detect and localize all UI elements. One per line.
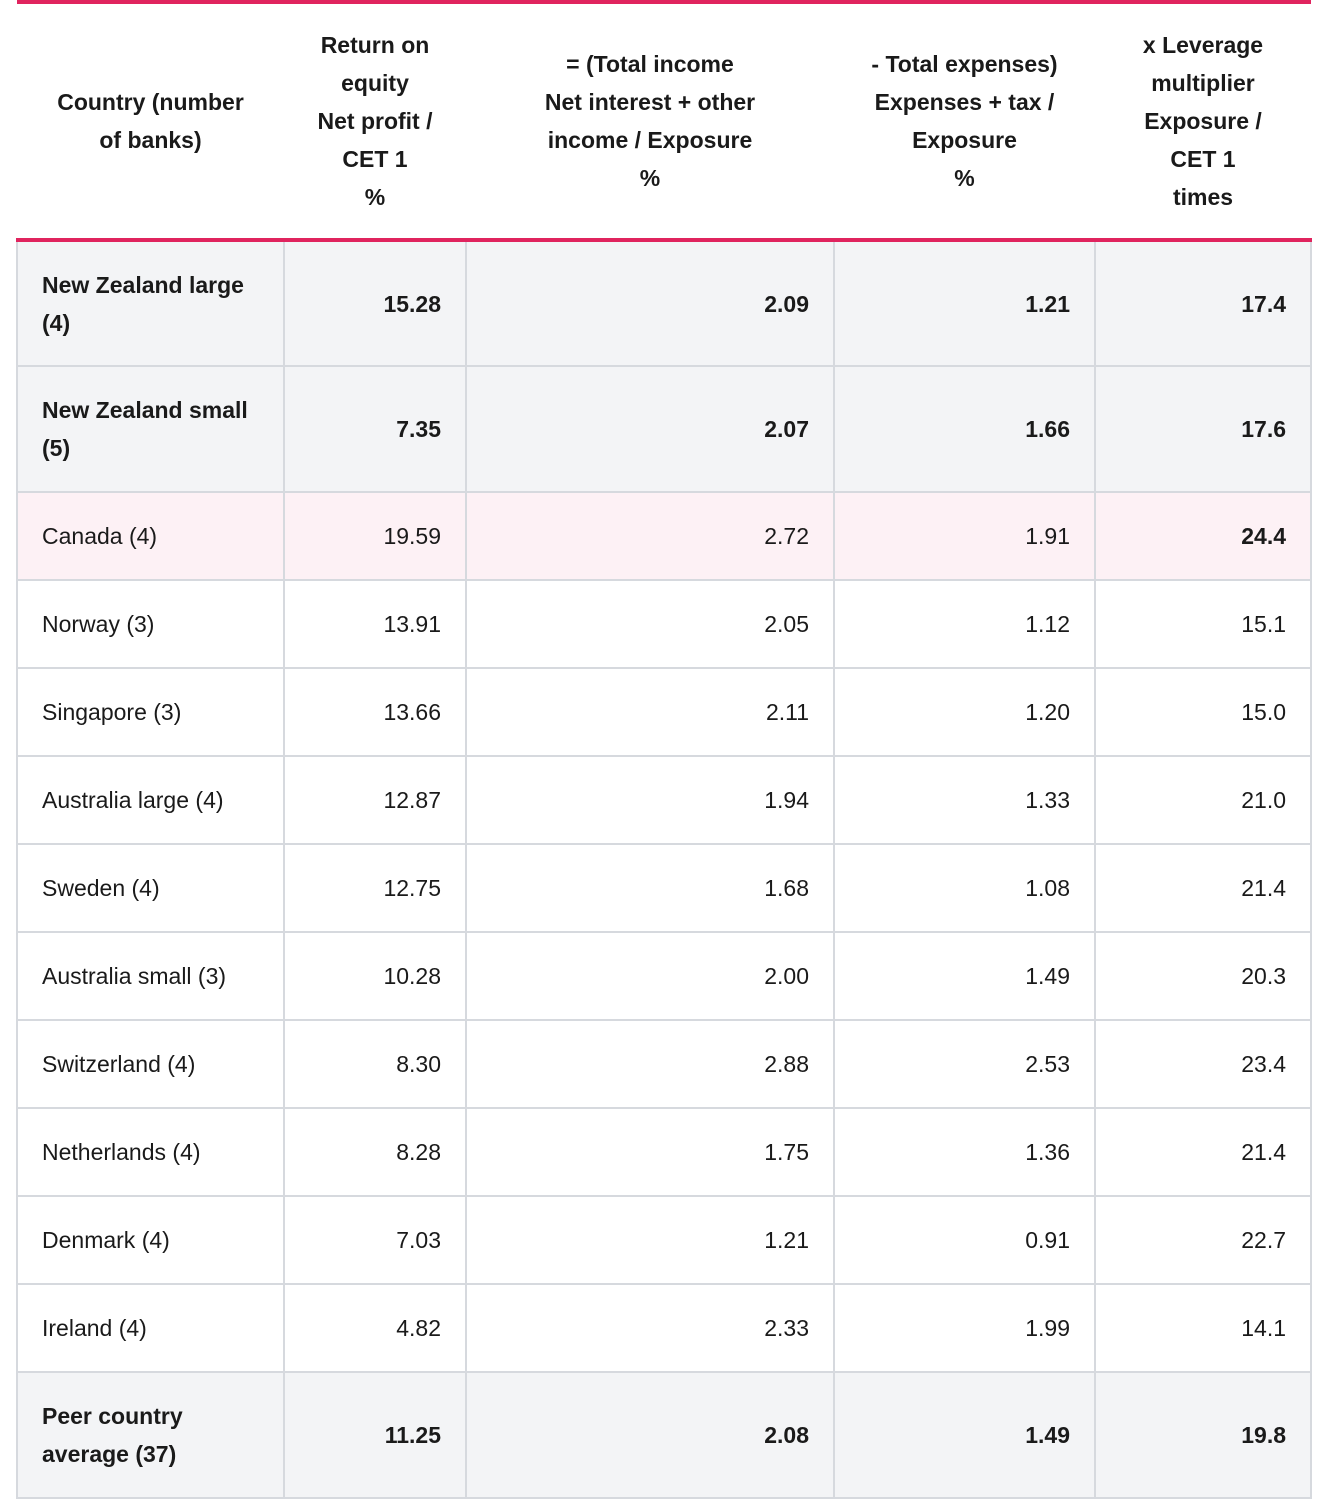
cell-expenses: 1.91: [833, 491, 1096, 581]
cell-leverage: 15.1: [1094, 579, 1312, 669]
cell-leverage: 15.0: [1094, 667, 1312, 757]
cell-country: Switzerland (4): [16, 1019, 285, 1109]
cell-expenses: 1.33: [833, 755, 1096, 845]
cell-country: New Zealand small (5): [16, 365, 285, 493]
table-row: Denmark (4) 7.03 1.21 0.91 22.7: [16, 1195, 1312, 1285]
cell-leverage: 17.6: [1094, 365, 1312, 493]
cell-income: 2.00: [465, 931, 835, 1021]
cell-roe: 8.30: [283, 1019, 467, 1109]
cell-country: New Zealand large (4): [16, 239, 285, 367]
cell-income: 1.75: [465, 1107, 835, 1197]
cell-country: Ireland (4): [16, 1283, 285, 1373]
cell-roe: 10.28: [283, 931, 467, 1021]
table-row: Switzerland (4) 8.30 2.88 2.53 23.4: [16, 1019, 1312, 1109]
cell-country: Singapore (3): [16, 667, 285, 757]
cell-leverage: 21.0: [1094, 755, 1312, 845]
cell-expenses: 1.66: [833, 365, 1096, 493]
cell-leverage: 24.4: [1094, 491, 1312, 581]
table-row: Canada (4) 19.59 2.72 1.91 24.4: [16, 491, 1312, 581]
table-row: Netherlands (4) 8.28 1.75 1.36 21.4: [16, 1107, 1312, 1197]
cell-income: 2.09: [465, 239, 835, 367]
cell-income: 2.07: [465, 365, 835, 493]
cell-roe: 13.91: [283, 579, 467, 669]
header-leverage-multiplier: x Leverage multiplier Exposure / CET 1 t…: [1095, 0, 1311, 242]
cell-country: Peer country average (37): [16, 1371, 285, 1499]
cell-roe: 15.28: [283, 239, 467, 367]
table-row-average: Peer country average (37) 11.25 2.08 1.4…: [16, 1371, 1312, 1499]
table-container: Country (number of banks) Return on equi…: [16, 0, 1312, 1499]
cell-roe: 13.66: [283, 667, 467, 757]
cell-expenses: 1.49: [833, 1371, 1096, 1499]
header-row: Country (number of banks) Return on equi…: [17, 0, 1311, 242]
cell-expenses: 1.21: [833, 239, 1096, 367]
table-row: Australia large (4) 12.87 1.94 1.33 21.0: [16, 755, 1312, 845]
cell-leverage: 19.8: [1094, 1371, 1312, 1499]
cell-leverage: 17.4: [1094, 239, 1312, 367]
cell-expenses: 1.36: [833, 1107, 1096, 1197]
cell-roe: 4.82: [283, 1283, 467, 1373]
cell-roe: 7.03: [283, 1195, 467, 1285]
cell-leverage: 14.1: [1094, 1283, 1312, 1373]
cell-leverage: 22.7: [1094, 1195, 1312, 1285]
cell-leverage: 20.3: [1094, 931, 1312, 1021]
cell-expenses: 0.91: [833, 1195, 1096, 1285]
cell-country: Denmark (4): [16, 1195, 285, 1285]
cell-income: 1.21: [465, 1195, 835, 1285]
cell-expenses: 1.99: [833, 1283, 1096, 1373]
table-row: New Zealand large (4) 15.28 2.09 1.21 17…: [16, 239, 1312, 367]
cell-leverage: 21.4: [1094, 1107, 1312, 1197]
cell-income: 1.68: [465, 843, 835, 933]
cell-income: 2.05: [465, 579, 835, 669]
table-row: Sweden (4) 12.75 1.68 1.08 21.4: [16, 843, 1312, 933]
cell-income: 1.94: [465, 755, 835, 845]
cell-country: Canada (4): [16, 491, 285, 581]
cell-income: 2.33: [465, 1283, 835, 1373]
cell-country: Australia large (4): [16, 755, 285, 845]
table-header: Country (number of banks) Return on equi…: [17, 0, 1311, 242]
cell-income: 2.11: [465, 667, 835, 757]
header-country: Country (number of banks): [17, 0, 284, 242]
cell-roe: 12.75: [283, 843, 467, 933]
cell-expenses: 1.12: [833, 579, 1096, 669]
cell-roe: 11.25: [283, 1371, 467, 1499]
table-row: Ireland (4) 4.82 2.33 1.99 14.1: [16, 1283, 1312, 1373]
bank-profitability-table: Country (number of banks) Return on equi…: [16, 0, 1312, 1499]
table-row: New Zealand small (5) 7.35 2.07 1.66 17.…: [16, 365, 1312, 493]
table-row: Norway (3) 13.91 2.05 1.12 15.1: [16, 579, 1312, 669]
cell-expenses: 1.20: [833, 667, 1096, 757]
cell-country: Australia small (3): [16, 931, 285, 1021]
cell-country: Netherlands (4): [16, 1107, 285, 1197]
header-return-on-equity: Return on equity Net profit / CET 1 %: [284, 0, 466, 242]
cell-expenses: 1.08: [833, 843, 1096, 933]
cell-leverage: 21.4: [1094, 843, 1312, 933]
header-total-income: = (Total income Net interest + other inc…: [466, 0, 834, 242]
cell-roe: 7.35: [283, 365, 467, 493]
cell-expenses: 1.49: [833, 931, 1096, 1021]
cell-income: 2.88: [465, 1019, 835, 1109]
cell-roe: 12.87: [283, 755, 467, 845]
cell-country: Norway (3): [16, 579, 285, 669]
cell-roe: 8.28: [283, 1107, 467, 1197]
table-row: Singapore (3) 13.66 2.11 1.20 15.0: [16, 667, 1312, 757]
cell-country: Sweden (4): [16, 843, 285, 933]
table-row: Australia small (3) 10.28 2.00 1.49 20.3: [16, 931, 1312, 1021]
table-body: New Zealand large (4) 15.28 2.09 1.21 17…: [16, 239, 1312, 1499]
cell-expenses: 2.53: [833, 1019, 1096, 1109]
cell-roe: 19.59: [283, 491, 467, 581]
header-total-expenses: - Total expenses) Expenses + tax / Expos…: [834, 0, 1095, 242]
cell-income: 2.08: [465, 1371, 835, 1499]
cell-income: 2.72: [465, 491, 835, 581]
cell-leverage: 23.4: [1094, 1019, 1312, 1109]
